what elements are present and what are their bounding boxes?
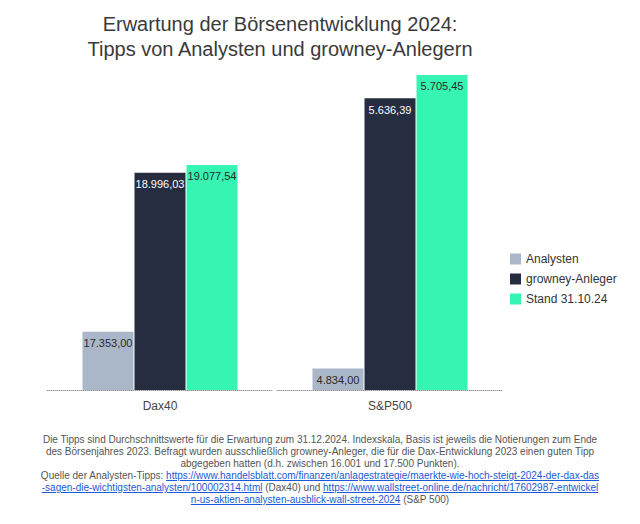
svg-text:19.077,54: 19.077,54 xyxy=(188,170,237,182)
svg-text:17.353,00: 17.353,00 xyxy=(84,337,133,349)
svg-text:S&P500: S&P500 xyxy=(368,399,412,413)
svg-text:growney-Anleger: growney-Anleger xyxy=(526,272,617,286)
svg-text:Dax40: Dax40 xyxy=(143,399,178,413)
svg-text:4.834,00: 4.834,00 xyxy=(317,374,360,386)
svg-text:5.705,45: 5.705,45 xyxy=(421,80,464,92)
svg-text:18.996,03: 18.996,03 xyxy=(136,178,185,190)
svg-text:Analysten: Analysten xyxy=(526,252,579,266)
html-text:Quelle der Analysten-Tipps: ht: Quelle der Analysten-Tipps: https://www.… xyxy=(40,470,600,505)
svg-text:Tipps von Analysten und growne: Tipps von Analysten und growney-Anlegern xyxy=(87,38,472,60)
svg-text:Stand 31.10.24: Stand 31.10.24 xyxy=(526,292,608,306)
svg-text:5.636,39: 5.636,39 xyxy=(369,104,412,116)
html-text:Die Tipps sind Durchschnittswe: Die Tipps sind Durchschnittswerte für di… xyxy=(42,434,598,469)
svg-text:Erwartung der Börsenentwicklun: Erwartung der Börsenentwicklung 2024: xyxy=(103,13,458,35)
